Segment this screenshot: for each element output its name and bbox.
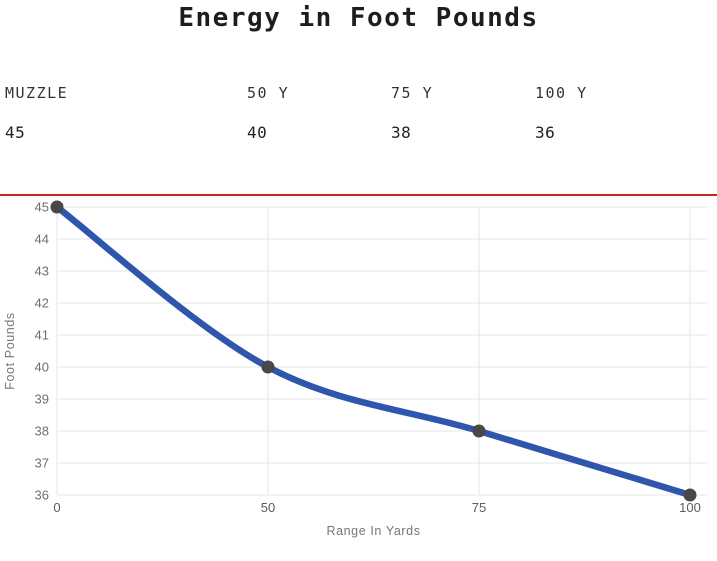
data-point-marker[interactable]: [261, 360, 275, 374]
page-title: Energy in Foot Pounds: [178, 3, 539, 33]
y-tick-label: 36: [35, 488, 49, 503]
y-tick-label: 43: [35, 264, 49, 279]
value-100y: 36: [535, 123, 556, 142]
value-75y: 38: [391, 123, 412, 142]
energy-line-chart: 36 37 38 39 40 41 42 43 44 45 0 50 75 100 Foot Pounds R…: [0, 190, 717, 556]
column-header-50y: 50 Y: [247, 84, 290, 102]
y-tick-label: 38: [35, 424, 49, 439]
value-muzzle: 45: [5, 123, 26, 142]
value-50y: 40: [247, 123, 268, 142]
y-tick-label: 39: [35, 392, 49, 407]
data-point-marker[interactable]: [50, 200, 64, 214]
data-point-marker[interactable]: [472, 424, 486, 438]
y-tick-label: 40: [35, 360, 49, 375]
energy-table: MUZZLE 50 Y 75 Y 100 Y 45 40 38 36: [0, 84, 717, 196]
y-tick-label: 41: [35, 328, 49, 343]
column-header-100y: 100 Y: [535, 84, 588, 102]
chart-canvas: 36 37 38 39 40 41 42 43 44 45 0 50 75 100 Foot Pounds R…: [3, 200, 707, 538]
x-tick-label: 0: [53, 500, 60, 515]
y-tick-label: 44: [35, 232, 49, 247]
y-tick-label: 45: [35, 200, 49, 215]
y-axis-title: Foot Pounds: [3, 312, 17, 389]
column-header-muzzle: MUZZLE: [5, 84, 69, 102]
column-header-75y: 75 Y: [391, 84, 434, 102]
energy-line-series: [53, 203, 694, 499]
red-divider-line: [0, 194, 717, 196]
y-tick-label: 37: [35, 456, 49, 471]
energy-table-header-row: MUZZLE 50 Y 75 Y 100 Y: [0, 84, 717, 102]
x-tick-label: 50: [261, 500, 275, 515]
data-point-marker[interactable]: [683, 488, 697, 502]
x-axis-title: Range In Yards: [326, 524, 420, 538]
energy-table-value-row: 45 40 38 36: [0, 123, 717, 142]
x-tick-label: 100: [679, 500, 701, 515]
y-tick-label: 42: [35, 296, 49, 311]
x-tick-label: 75: [472, 500, 486, 515]
